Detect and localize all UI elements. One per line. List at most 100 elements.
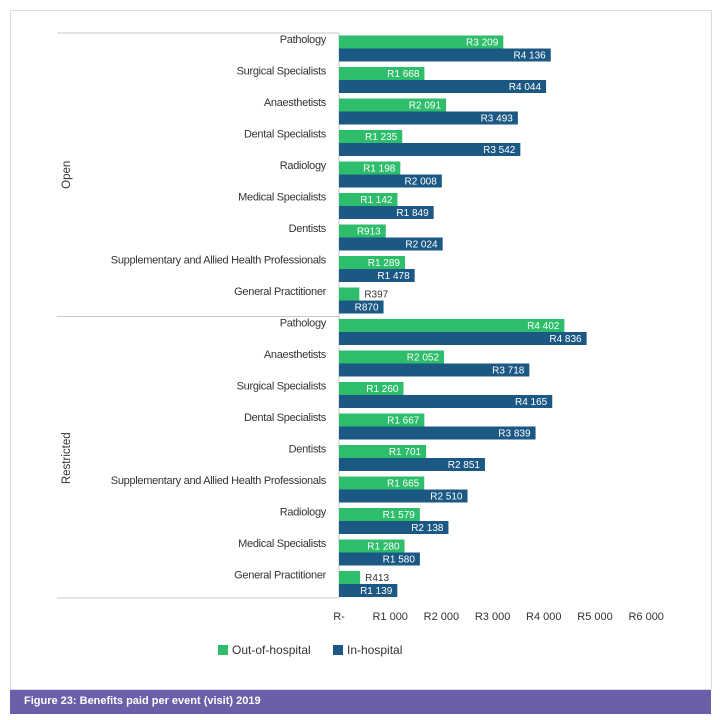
bar-out-of-hospital: [339, 476, 425, 490]
category-label: Dental Specialists: [244, 128, 327, 140]
data-label-in-hospital: R4 044: [509, 82, 542, 93]
bar-in-hospital: [339, 174, 442, 188]
bar-out-of-hospital: [339, 67, 425, 80]
data-label-in-hospital: R870: [355, 303, 379, 314]
data-label-in-hospital: R2 138: [411, 523, 444, 534]
bar-out-of-hospital: [339, 319, 565, 332]
data-label-in-hospital: R1 139: [360, 586, 393, 597]
bar-in-hospital: [339, 521, 449, 534]
bar-out-of-hospital: [339, 161, 401, 175]
bar-out-of-hospital: [339, 256, 405, 269]
category-label: Surgical Specialists: [237, 65, 327, 77]
benefits-bar-chart: Open Pathology R3 209 R4 136 Surgical Specia…: [57, 32, 664, 657]
category-label: Surgical Specialists: [237, 380, 327, 392]
category-label: Medical Specialists: [238, 538, 327, 550]
category-label: Supplementary and Allied Health Professi…: [111, 475, 327, 487]
bar-in-hospital: [339, 363, 530, 377]
data-label-out-of-hospital: R413: [365, 573, 389, 584]
data-label-out-of-hospital: R1 142: [360, 195, 393, 206]
bar-in-hospital: [339, 269, 415, 282]
data-label-out-of-hospital: R2 052: [407, 353, 440, 364]
group-label: Restricted: [61, 432, 73, 484]
x-tick-label: R6 000: [628, 611, 663, 623]
bar-in-hospital: [339, 206, 434, 219]
bar-out-of-hospital: [339, 413, 425, 427]
data-label-out-of-hospital: R1 579: [383, 510, 416, 521]
category-label: Pathology: [280, 317, 327, 329]
bar-in-hospital: [339, 111, 518, 125]
data-label-in-hospital: R2 008: [405, 177, 438, 188]
data-label-in-hospital: R1 478: [377, 271, 410, 282]
data-label-in-hospital: R2 024: [405, 240, 438, 251]
x-tick-label: R3 000: [475, 611, 510, 623]
data-label-in-hospital: R3 493: [481, 114, 514, 125]
bar-out-of-hospital: [339, 224, 386, 238]
data-label-out-of-hospital: R1 667: [387, 416, 420, 427]
category-label: General Practitioner: [234, 286, 326, 298]
bar-out-of-hospital: [339, 445, 427, 458]
data-label-out-of-hospital: R1 235: [365, 132, 398, 143]
data-label-in-hospital: R2 851: [448, 460, 481, 471]
x-tick-label: R4 000: [526, 611, 561, 623]
data-label-out-of-hospital: R397: [364, 290, 388, 301]
data-label-in-hospital: R2 510: [430, 492, 463, 503]
bar-in-hospital: [339, 332, 587, 345]
bar-in-hospital: [339, 489, 468, 503]
bar-out-of-hospital: [339, 382, 404, 395]
caption-bar: Figure 23: Benefits paid per event (visi…: [10, 690, 711, 714]
bar-out-of-hospital: [339, 508, 420, 521]
data-label-out-of-hospital: R1 665: [387, 479, 420, 490]
bar-out-of-hospital: [339, 571, 361, 584]
bar-in-hospital: [339, 552, 420, 566]
data-label-out-of-hospital: R913: [357, 227, 381, 238]
category-label: Pathology: [280, 34, 327, 46]
data-label-in-hospital: R3 839: [498, 429, 531, 440]
bar-out-of-hospital: [339, 350, 445, 364]
data-label-in-hospital: R3 718: [492, 366, 525, 377]
category-label: Radiology: [280, 506, 327, 518]
bar-in-hospital: [339, 458, 485, 471]
category-label: Anaesthetists: [264, 97, 327, 109]
category-label: Dentists: [289, 443, 327, 455]
data-label-out-of-hospital: R1 668: [387, 69, 420, 80]
data-label-out-of-hospital: R3 209: [466, 38, 499, 49]
bar-in-hospital: [339, 300, 384, 314]
data-label-in-hospital: R1 849: [396, 208, 429, 219]
category-label: General Practitioner: [234, 569, 326, 581]
bar-out-of-hospital: [339, 130, 403, 143]
x-tick-label: R5 000: [577, 611, 612, 623]
legend-swatch-out-of-hospital: [218, 645, 228, 655]
data-label-in-hospital: R3 542: [483, 145, 516, 156]
x-tick-label: R1 000: [372, 611, 407, 623]
bar-out-of-hospital: [339, 287, 360, 301]
legend-label-in-hospital: In-hospital: [347, 643, 402, 657]
bar-in-hospital: [339, 237, 443, 251]
data-label-in-hospital: R4 836: [549, 334, 582, 345]
figure-caption: Figure 23: Benefits paid per event (visi…: [24, 695, 261, 707]
category-label: Dentists: [289, 223, 327, 235]
bar-in-hospital: [339, 584, 398, 597]
bar-out-of-hospital: [339, 35, 504, 49]
bar-out-of-hospital: [339, 193, 398, 206]
bar-in-hospital: [339, 426, 536, 440]
data-label-out-of-hospital: R1 280: [367, 542, 400, 553]
bar-out-of-hospital: [339, 98, 447, 112]
data-label-out-of-hospital: R1 260: [366, 384, 399, 395]
category-label: Anaesthetists: [264, 349, 327, 361]
bar-in-hospital: [339, 80, 547, 93]
data-label-out-of-hospital: R1 701: [389, 447, 422, 458]
category-label: Radiology: [280, 160, 327, 172]
bar-in-hospital: [339, 395, 553, 408]
category-label: Medical Specialists: [238, 191, 327, 203]
data-label-in-hospital: R4 136: [514, 51, 547, 62]
data-label-out-of-hospital: R1 289: [368, 258, 401, 269]
x-tick-label: R2 000: [424, 611, 459, 623]
category-label: Dental Specialists: [244, 412, 327, 424]
data-label-out-of-hospital: R4 402: [527, 321, 560, 332]
data-label-in-hospital: R4 165: [515, 397, 548, 408]
data-label-out-of-hospital: R2 091: [409, 101, 442, 112]
data-label-in-hospital: R1 580: [383, 555, 416, 566]
category-label: Supplementary and Allied Health Professi…: [111, 254, 327, 266]
legend-swatch-in-hospital: [333, 645, 343, 655]
legend-label-out-of-hospital: Out-of-hospital: [232, 643, 311, 657]
